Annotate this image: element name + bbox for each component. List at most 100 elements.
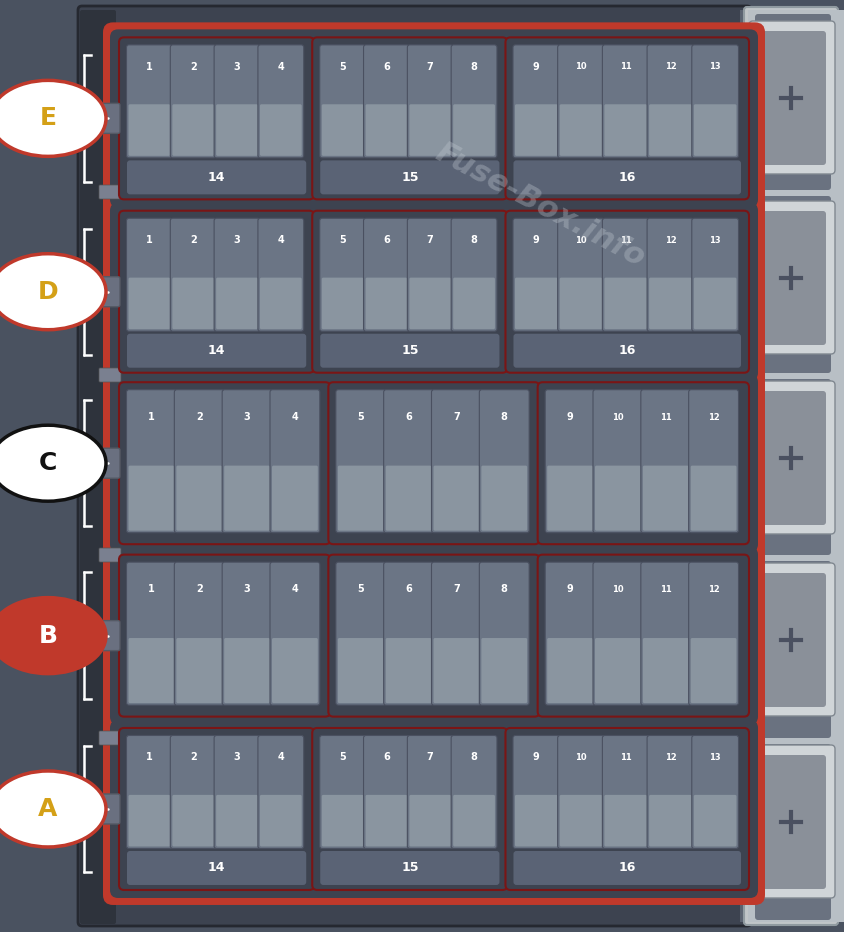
FancyBboxPatch shape bbox=[505, 728, 748, 890]
FancyBboxPatch shape bbox=[363, 735, 408, 848]
FancyBboxPatch shape bbox=[216, 104, 257, 156]
FancyBboxPatch shape bbox=[514, 278, 557, 329]
FancyBboxPatch shape bbox=[80, 193, 116, 379]
FancyBboxPatch shape bbox=[408, 104, 451, 156]
FancyBboxPatch shape bbox=[748, 563, 834, 716]
Text: 1: 1 bbox=[146, 752, 153, 762]
FancyBboxPatch shape bbox=[328, 382, 539, 544]
FancyBboxPatch shape bbox=[756, 31, 825, 165]
FancyBboxPatch shape bbox=[127, 562, 176, 706]
FancyBboxPatch shape bbox=[119, 37, 314, 199]
FancyBboxPatch shape bbox=[320, 851, 499, 885]
FancyBboxPatch shape bbox=[754, 379, 830, 555]
FancyBboxPatch shape bbox=[557, 218, 603, 331]
FancyBboxPatch shape bbox=[322, 795, 363, 846]
FancyBboxPatch shape bbox=[688, 390, 738, 533]
Ellipse shape bbox=[0, 771, 106, 847]
FancyBboxPatch shape bbox=[216, 278, 257, 329]
FancyBboxPatch shape bbox=[127, 390, 176, 533]
FancyBboxPatch shape bbox=[748, 201, 834, 354]
Text: 7: 7 bbox=[426, 235, 433, 245]
Text: 2: 2 bbox=[190, 235, 197, 245]
Text: 1: 1 bbox=[148, 412, 154, 422]
FancyBboxPatch shape bbox=[452, 278, 495, 329]
FancyBboxPatch shape bbox=[365, 795, 407, 846]
FancyBboxPatch shape bbox=[431, 562, 481, 706]
Text: 8: 8 bbox=[500, 584, 507, 595]
FancyBboxPatch shape bbox=[407, 218, 452, 331]
FancyBboxPatch shape bbox=[322, 278, 363, 329]
Text: 12: 12 bbox=[663, 62, 675, 72]
FancyBboxPatch shape bbox=[320, 160, 499, 195]
Bar bbox=[747, 10, 844, 922]
FancyBboxPatch shape bbox=[756, 391, 825, 525]
FancyBboxPatch shape bbox=[170, 735, 216, 848]
FancyBboxPatch shape bbox=[640, 562, 690, 706]
FancyBboxPatch shape bbox=[547, 638, 592, 703]
Text: 9: 9 bbox=[566, 412, 573, 422]
FancyBboxPatch shape bbox=[383, 562, 433, 706]
FancyBboxPatch shape bbox=[431, 390, 481, 533]
FancyBboxPatch shape bbox=[98, 448, 120, 478]
Text: 16: 16 bbox=[618, 171, 636, 184]
Text: 8: 8 bbox=[470, 62, 477, 72]
Text: 8: 8 bbox=[470, 235, 477, 245]
FancyBboxPatch shape bbox=[642, 466, 688, 530]
FancyBboxPatch shape bbox=[743, 7, 837, 925]
FancyBboxPatch shape bbox=[602, 218, 648, 331]
Text: 3: 3 bbox=[234, 235, 240, 245]
FancyBboxPatch shape bbox=[512, 735, 559, 848]
FancyBboxPatch shape bbox=[128, 104, 170, 156]
FancyBboxPatch shape bbox=[691, 218, 738, 331]
FancyBboxPatch shape bbox=[505, 37, 748, 199]
FancyBboxPatch shape bbox=[270, 390, 320, 533]
Text: 12: 12 bbox=[663, 753, 675, 762]
Text: 4: 4 bbox=[277, 62, 284, 72]
FancyBboxPatch shape bbox=[479, 390, 528, 533]
FancyBboxPatch shape bbox=[754, 744, 830, 920]
Bar bbox=[110, 183, 744, 199]
FancyBboxPatch shape bbox=[754, 196, 830, 373]
FancyBboxPatch shape bbox=[335, 562, 385, 706]
Text: 5: 5 bbox=[338, 235, 345, 245]
FancyBboxPatch shape bbox=[128, 638, 174, 703]
FancyBboxPatch shape bbox=[80, 738, 116, 924]
Text: 2: 2 bbox=[196, 412, 203, 422]
Text: 6: 6 bbox=[382, 62, 389, 72]
Text: 14: 14 bbox=[208, 171, 225, 184]
FancyBboxPatch shape bbox=[544, 390, 594, 533]
FancyBboxPatch shape bbox=[312, 37, 507, 199]
FancyBboxPatch shape bbox=[103, 367, 764, 559]
FancyBboxPatch shape bbox=[690, 466, 736, 530]
FancyBboxPatch shape bbox=[224, 466, 270, 530]
FancyBboxPatch shape bbox=[479, 562, 528, 706]
FancyBboxPatch shape bbox=[257, 218, 303, 331]
Text: 4: 4 bbox=[277, 235, 284, 245]
FancyBboxPatch shape bbox=[642, 638, 688, 703]
FancyBboxPatch shape bbox=[385, 638, 431, 703]
FancyBboxPatch shape bbox=[505, 211, 748, 373]
FancyBboxPatch shape bbox=[338, 466, 383, 530]
Bar bbox=[110, 364, 744, 380]
FancyBboxPatch shape bbox=[80, 556, 116, 742]
Text: 4: 4 bbox=[291, 584, 298, 595]
FancyBboxPatch shape bbox=[319, 735, 365, 848]
FancyBboxPatch shape bbox=[748, 21, 834, 174]
Text: 10: 10 bbox=[611, 585, 623, 594]
FancyBboxPatch shape bbox=[481, 638, 527, 703]
FancyBboxPatch shape bbox=[110, 547, 757, 724]
FancyBboxPatch shape bbox=[272, 466, 317, 530]
FancyBboxPatch shape bbox=[756, 573, 825, 707]
FancyBboxPatch shape bbox=[647, 218, 693, 331]
FancyBboxPatch shape bbox=[693, 104, 736, 156]
Text: 12: 12 bbox=[707, 413, 718, 421]
Text: 15: 15 bbox=[401, 861, 418, 874]
Text: 11: 11 bbox=[659, 585, 671, 594]
FancyBboxPatch shape bbox=[363, 218, 408, 331]
FancyBboxPatch shape bbox=[648, 278, 691, 329]
FancyBboxPatch shape bbox=[408, 278, 451, 329]
Ellipse shape bbox=[0, 80, 106, 157]
FancyBboxPatch shape bbox=[119, 555, 330, 717]
FancyBboxPatch shape bbox=[365, 104, 407, 156]
Text: 10: 10 bbox=[575, 62, 586, 72]
